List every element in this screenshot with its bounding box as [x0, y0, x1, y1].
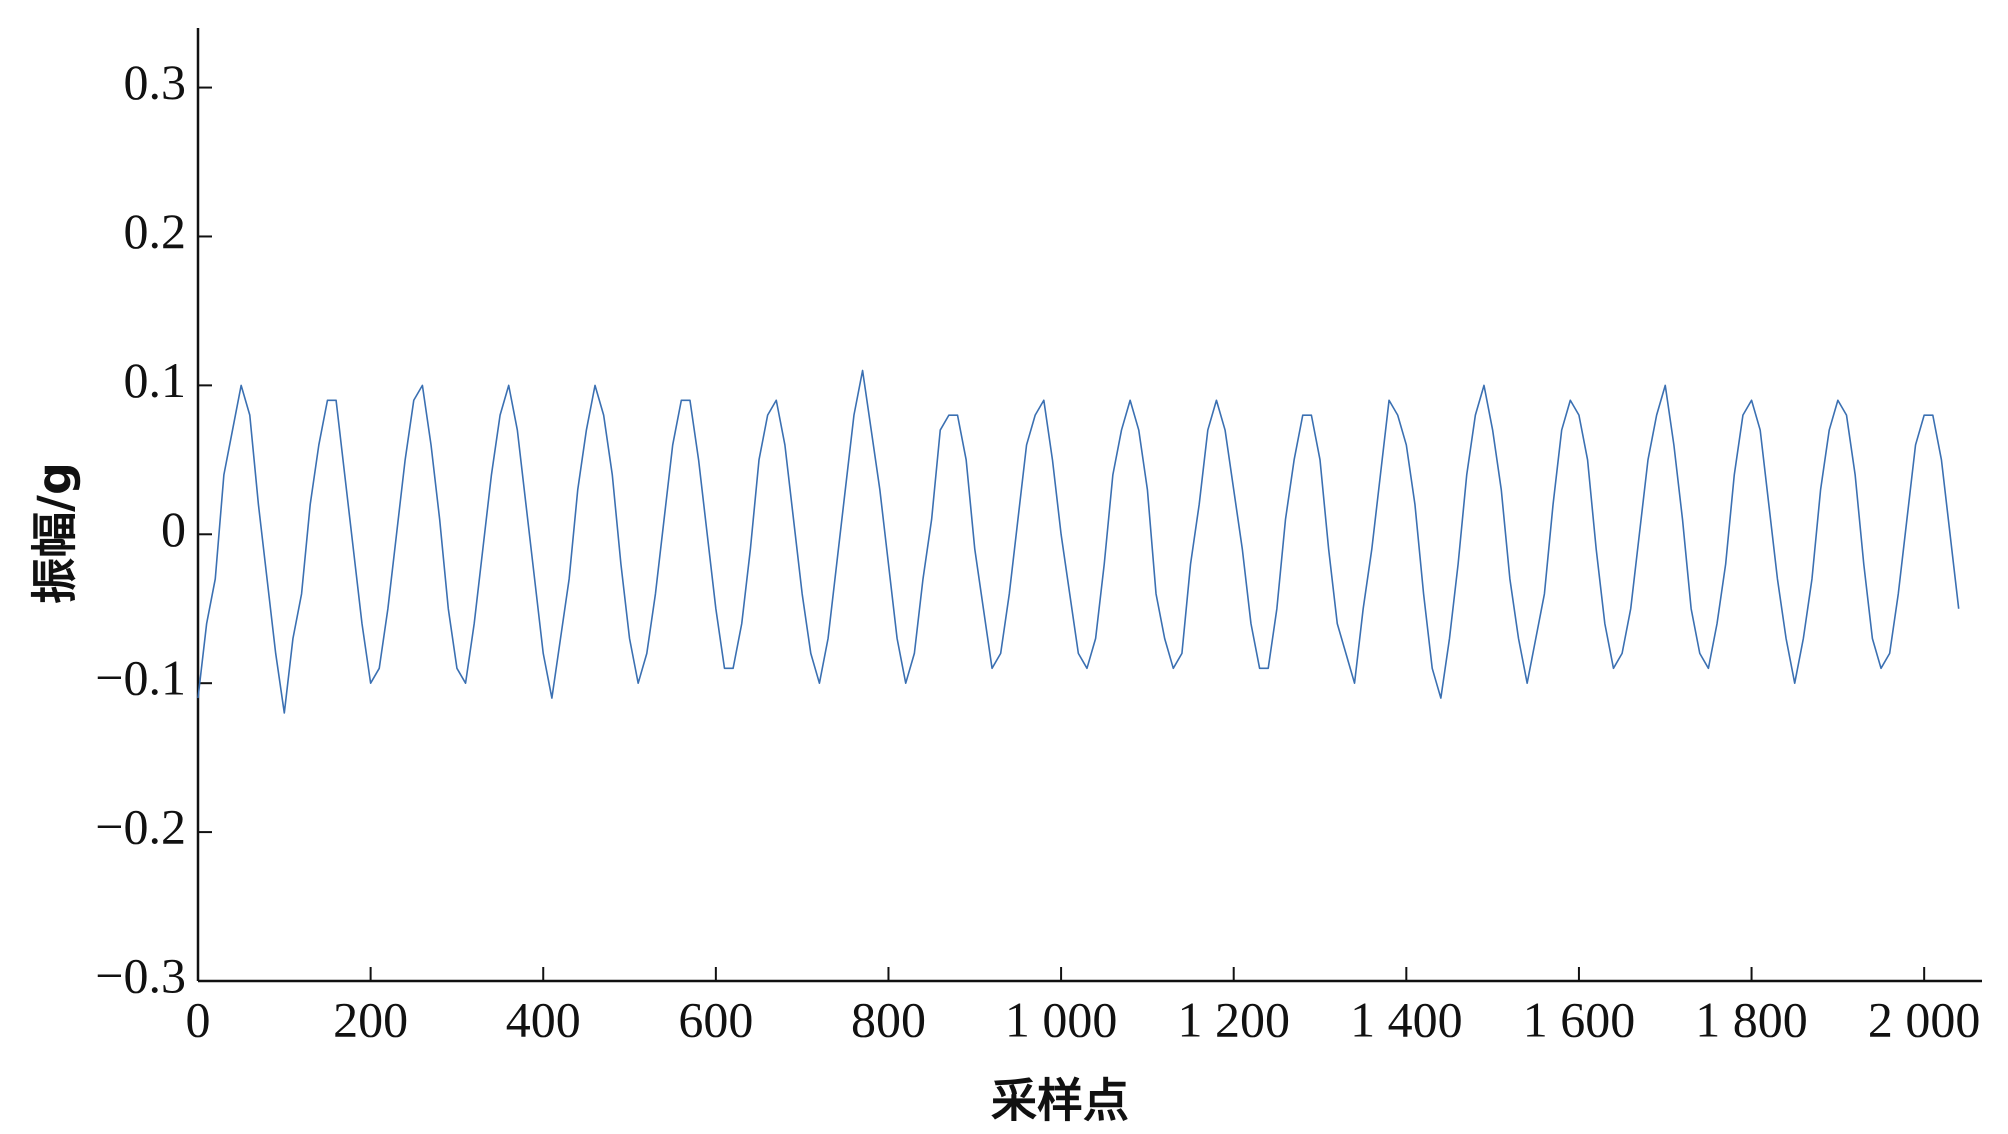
x-tick-label: 1 600 — [1523, 991, 1636, 1047]
y-tick-label: −0.2 — [95, 799, 186, 855]
x-tick-label: 2 000 — [1868, 991, 1981, 1047]
y-axis-title: 振幅/g — [28, 462, 82, 604]
x-tick-label: 1 000 — [1005, 991, 1118, 1047]
x-tick-label: 0 — [186, 991, 211, 1047]
y-tick-label: 0.3 — [124, 54, 187, 110]
x-tick-label: 600 — [678, 991, 753, 1047]
x-tick-label: 400 — [506, 991, 581, 1047]
x-tick-label: 1 400 — [1350, 991, 1463, 1047]
x-tick-label: 1 800 — [1695, 991, 1808, 1047]
x-axis-title: 采样点 — [991, 1074, 1129, 1128]
y-tick-label: −0.1 — [95, 650, 186, 706]
signal-line — [197, 369, 1960, 714]
x-tick-label: 1 200 — [1177, 991, 1290, 1047]
y-tick-label: 0 — [161, 501, 186, 557]
x-tick-label: 800 — [851, 991, 926, 1047]
y-tick-label: −0.3 — [95, 947, 186, 1003]
x-tick-label: 200 — [333, 991, 408, 1047]
y-tick-label: 0.1 — [124, 352, 187, 408]
y-tick-label: 0.2 — [124, 203, 187, 259]
